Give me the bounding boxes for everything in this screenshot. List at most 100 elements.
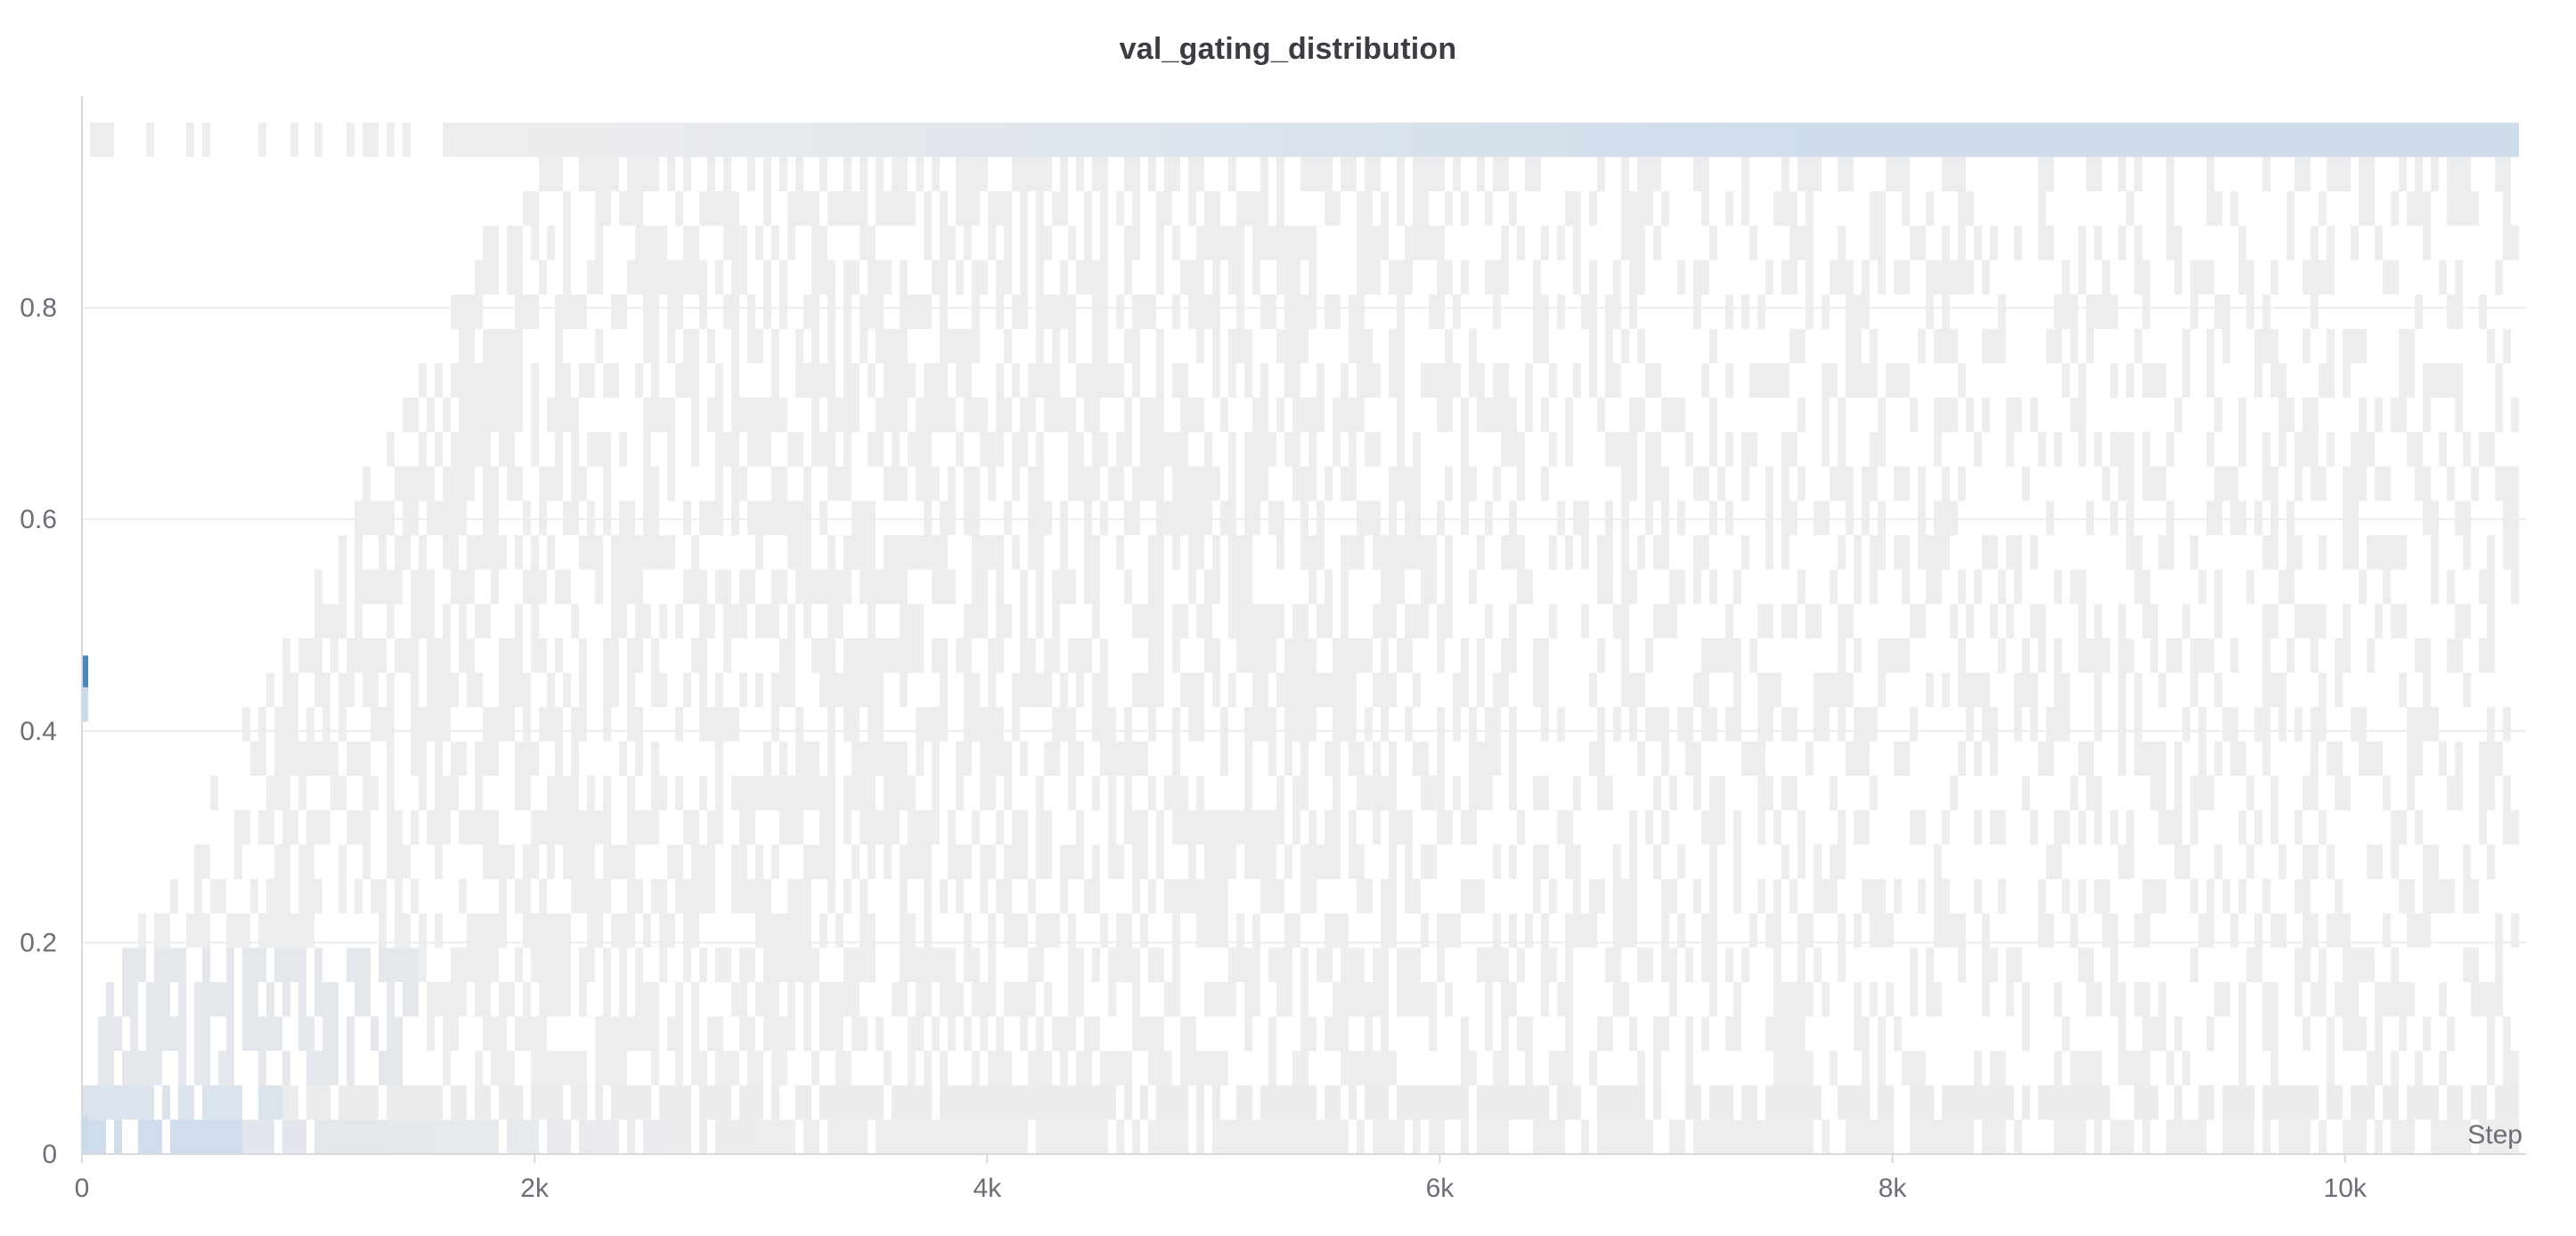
heatmap-cell — [1012, 122, 1020, 158]
heatmap-cell — [1124, 397, 1132, 433]
heatmap-cell — [2214, 981, 2222, 1017]
heatmap-cell — [1421, 191, 1429, 226]
heatmap-cell — [2126, 809, 2134, 845]
heatmap-cell — [1501, 981, 1509, 1017]
heatmap-cell — [1349, 707, 1357, 742]
heatmap-cell — [1028, 638, 1036, 673]
heatmap-cell — [860, 1016, 868, 1052]
heatmap-cell — [1549, 362, 1557, 398]
heatmap-cell — [1838, 604, 1846, 638]
heatmap-cell — [1052, 604, 1060, 638]
heatmap-cell — [1645, 947, 1653, 982]
heatmap-cell — [547, 776, 555, 810]
heatmap-cell — [1020, 604, 1028, 638]
heatmap-cell — [916, 1119, 924, 1154]
heatmap-cell — [2118, 844, 2126, 880]
heatmap-cell — [1268, 844, 1276, 880]
heatmap-cell — [1597, 879, 1605, 914]
heatmap-cell — [1621, 225, 1629, 261]
heatmap-cell — [1260, 844, 1268, 880]
heatmap-cell — [595, 1016, 603, 1052]
heatmap-cell — [2311, 225, 2319, 261]
heatmap-cell — [1276, 535, 1284, 570]
heatmap-cell — [996, 432, 1004, 467]
heatmap-cell — [739, 1016, 747, 1052]
heatmap-cell — [2287, 638, 2295, 673]
heatmap-cell — [1789, 432, 1797, 467]
heatmap-cell — [1172, 535, 1180, 570]
heatmap-cell — [1180, 500, 1188, 536]
heatmap-cell — [1693, 1119, 1701, 1154]
heatmap-cell — [106, 1051, 114, 1086]
heatmap-cell — [1020, 1085, 1028, 1120]
heatmap-cell — [491, 569, 499, 605]
heatmap-cell — [715, 362, 723, 398]
heatmap-cell — [1004, 122, 1012, 158]
heatmap-cell — [2375, 535, 2383, 570]
heatmap-cell — [1629, 844, 1637, 880]
heatmap-cell — [779, 741, 787, 777]
heatmap-cell — [1701, 638, 1709, 673]
heatmap-cell — [1653, 776, 1661, 810]
heatmap-cell — [1325, 122, 1333, 158]
heatmap-cell — [675, 122, 683, 158]
heatmap-cell — [1140, 741, 1148, 777]
heatmap-cell — [1196, 535, 1204, 570]
heatmap-cell — [1268, 225, 1276, 261]
heatmap-cell — [1613, 432, 1621, 467]
heatmap-cell — [2463, 157, 2471, 191]
heatmap-cell — [523, 569, 531, 605]
heatmap-cell — [322, 981, 330, 1017]
heatmap-cell — [1357, 879, 1365, 914]
heatmap-cell — [2407, 191, 2415, 226]
heatmap-cell — [603, 844, 611, 880]
heatmap-cell — [210, 776, 218, 810]
heatmap-cell — [1701, 1119, 1709, 1154]
heatmap-cell — [1541, 397, 1549, 433]
heatmap-cell — [1797, 569, 1806, 605]
heatmap-cell — [1773, 1119, 1781, 1154]
heatmap-cell — [82, 1085, 90, 1120]
heatmap-cell — [1934, 500, 1942, 536]
heatmap-cell — [387, 741, 395, 777]
heatmap-cell — [1437, 260, 1445, 295]
heatmap-cell — [1220, 981, 1228, 1017]
heatmap-cell — [1597, 741, 1605, 777]
heatmap-cell — [1613, 604, 1621, 638]
heatmap-cell — [739, 1085, 747, 1120]
heatmap-cell — [787, 638, 795, 673]
heatmap-cell — [1012, 535, 1020, 570]
heatmap-cell — [755, 535, 763, 570]
heatmap-cell — [1838, 157, 1846, 191]
heatmap-cell — [2206, 500, 2214, 536]
heatmap-cell — [1781, 260, 1789, 295]
heatmap-cell — [900, 1085, 908, 1120]
heatmap-cell — [1132, 1016, 1140, 1052]
heatmap-cell — [2182, 844, 2190, 880]
heatmap-cell — [2054, 329, 2062, 363]
heatmap-cell — [2359, 466, 2367, 501]
heatmap-cell — [483, 947, 491, 982]
heatmap-cell — [1084, 569, 1092, 605]
heatmap-cell — [2078, 225, 2086, 261]
heatmap-cell — [747, 329, 755, 363]
heatmap-cell — [779, 776, 787, 810]
heatmap-cell — [459, 741, 467, 777]
heatmap-cell — [940, 362, 948, 398]
heatmap-cell — [1148, 947, 1156, 982]
heatmap-cell — [2134, 329, 2142, 363]
heatmap-cell — [1629, 879, 1637, 914]
heatmap-cell — [747, 294, 755, 329]
heatmap-cell — [675, 604, 683, 638]
heatmap-cell — [1958, 741, 1966, 777]
heatmap-cell — [1950, 397, 1958, 433]
heatmap-cell — [1325, 844, 1333, 880]
heatmap-cell — [868, 638, 876, 673]
heatmap-cell — [1926, 122, 1934, 158]
heatmap-cell — [1116, 741, 1124, 777]
heatmap-cell — [1870, 466, 1878, 501]
heatmap-cell — [643, 122, 651, 158]
heatmap-cell — [2319, 604, 2327, 638]
heatmap-cell — [723, 947, 731, 982]
